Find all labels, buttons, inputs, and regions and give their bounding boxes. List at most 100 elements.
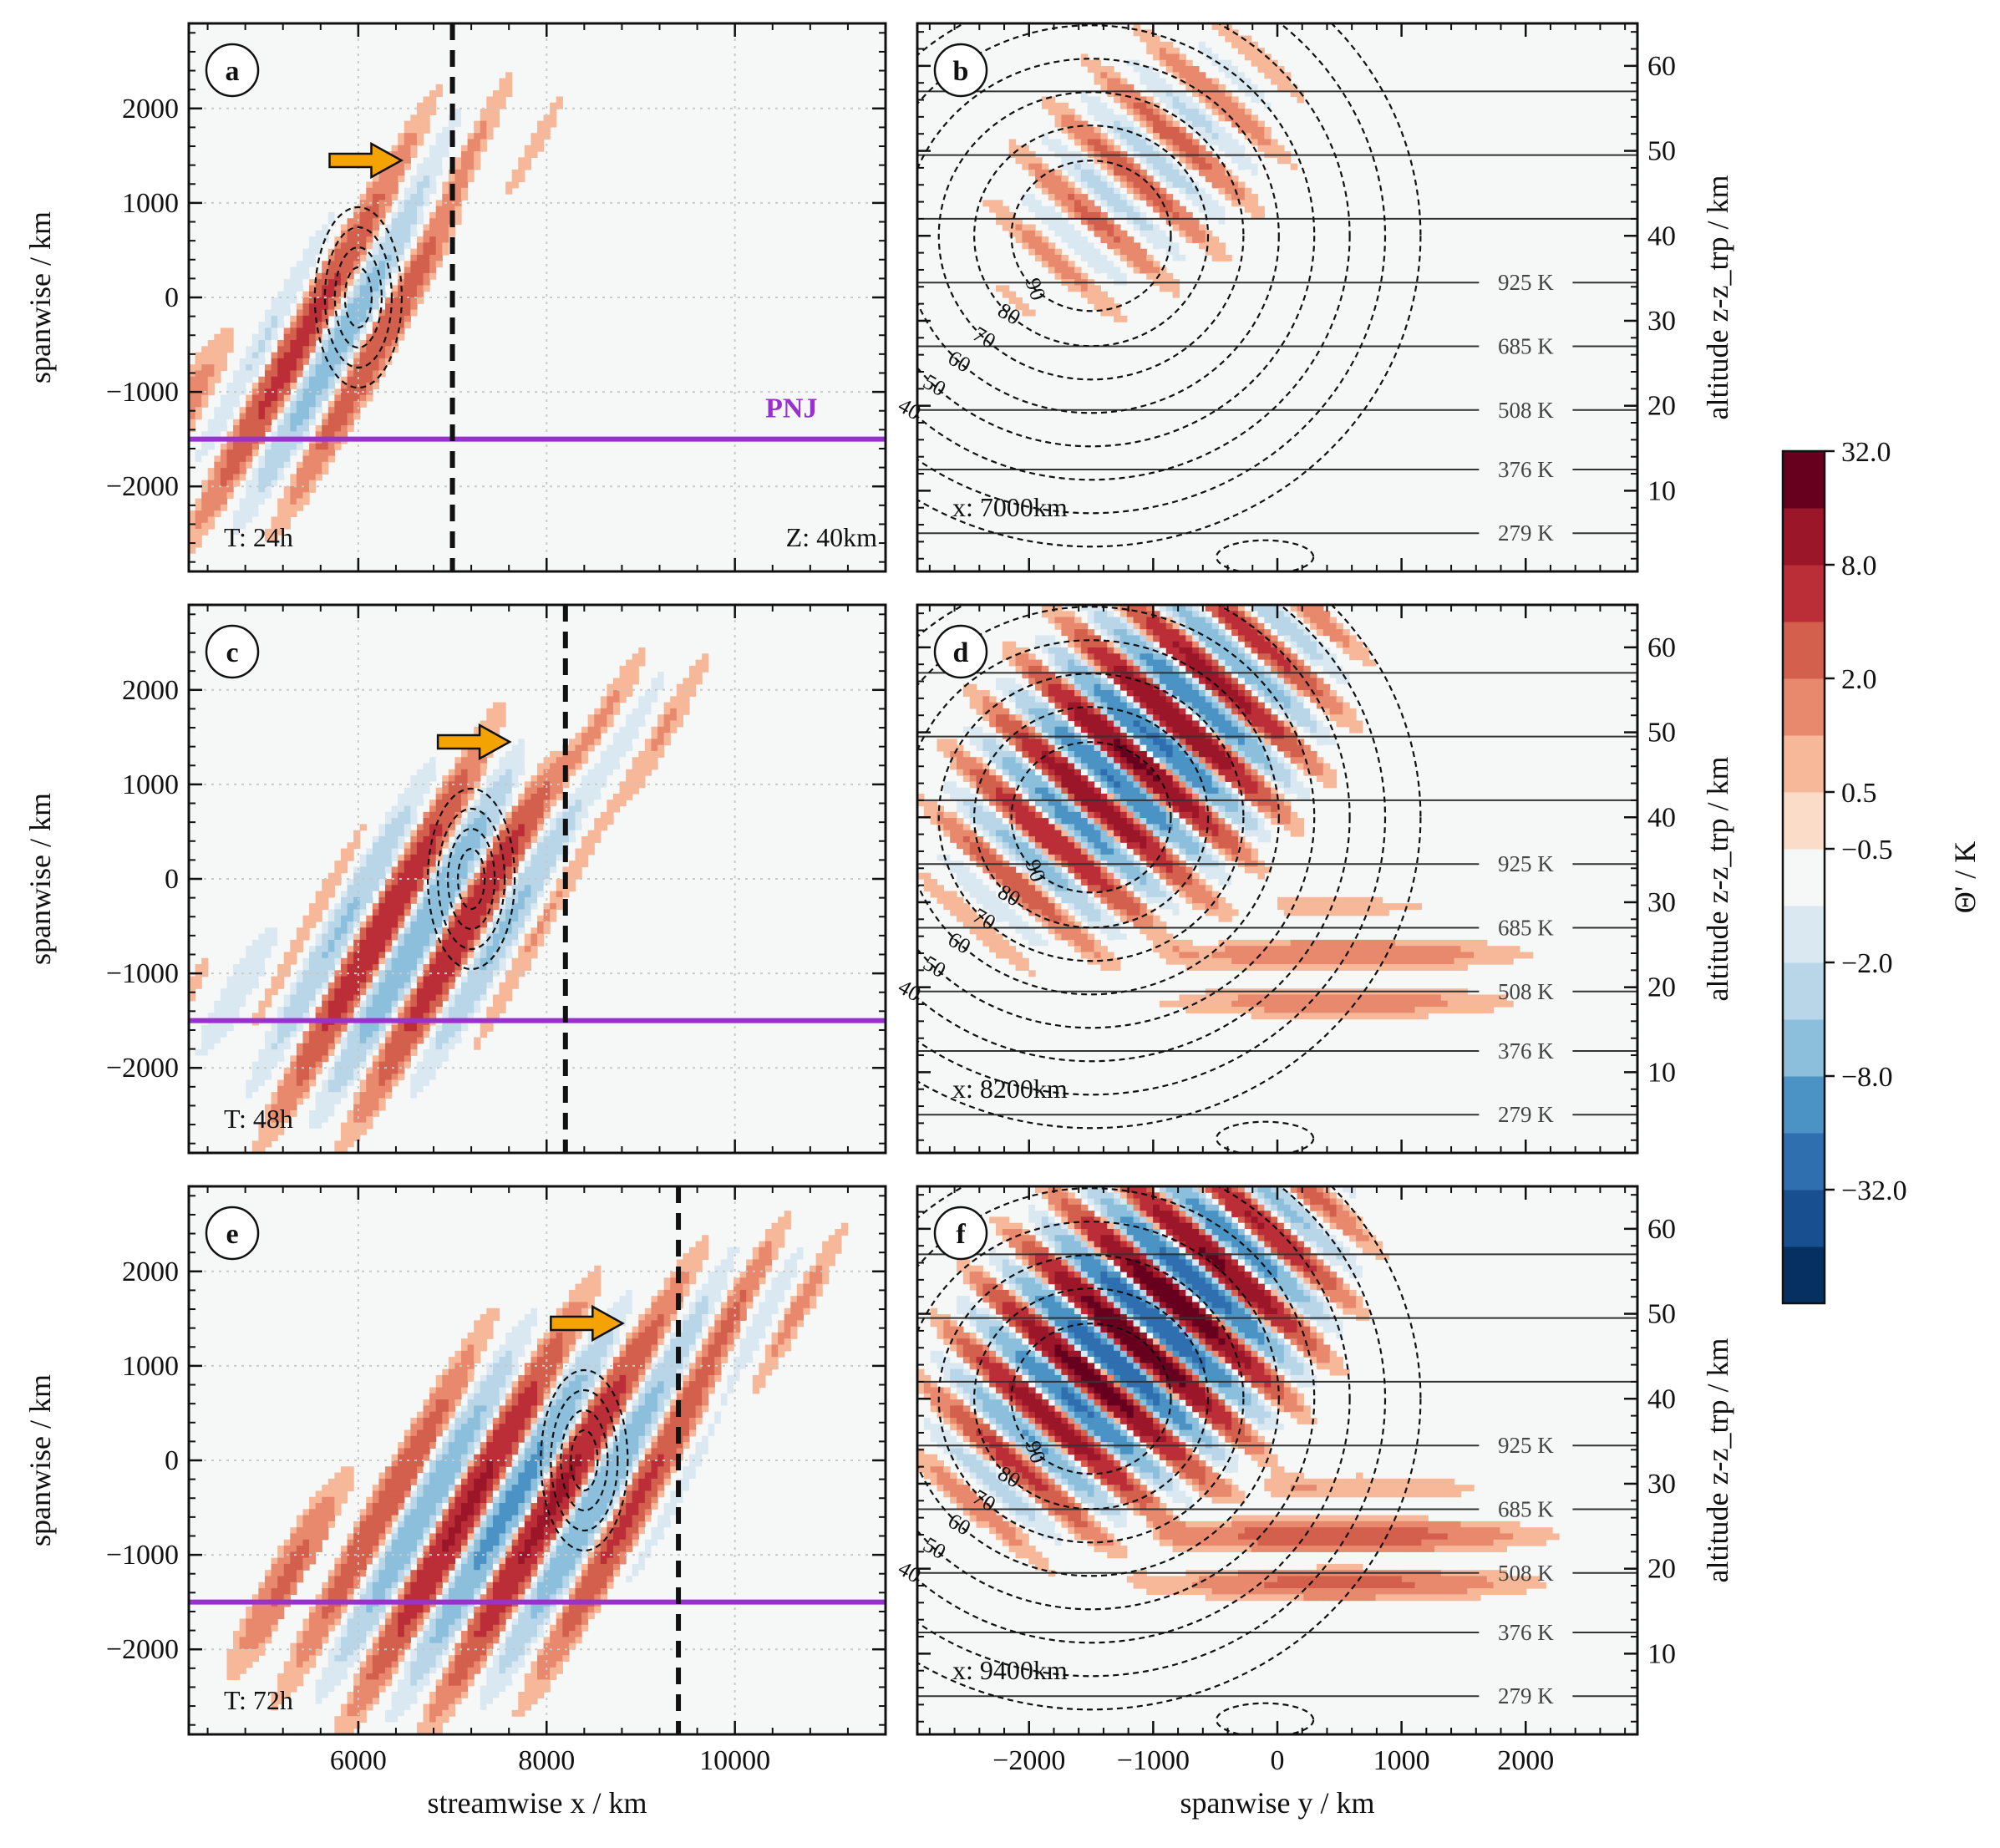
colorbar-tick-label: −8.0 <box>1841 1062 1893 1093</box>
y-tick-label: 40 <box>1647 802 1676 833</box>
y-tick-label: 0 <box>165 1445 179 1476</box>
panel-badge <box>933 1206 988 1261</box>
x-tick-label: 10000 <box>699 1745 770 1776</box>
vortex-contours <box>427 787 516 971</box>
y-tick-label: 10 <box>1647 475 1676 506</box>
panel-badge <box>933 43 988 98</box>
y-tick-label: 10 <box>1647 1638 1676 1669</box>
theta-anomaly-field <box>917 1186 1560 1729</box>
isentrope-label: 925 K <box>1498 270 1554 295</box>
y-tick-label: 20 <box>1647 391 1676 422</box>
colorbar: 32.0 8.0 2.0 0.5 −0.5 −2.0 −8.0 −32.0 Θ' / K <box>1781 437 1982 1305</box>
y-tick-label: 1000 <box>122 769 179 800</box>
panel-letter: b <box>953 56 969 87</box>
panel-letter: e <box>226 1219 238 1250</box>
x-tick-label: 2000 <box>1497 1745 1554 1776</box>
x-tick-label: −2000 <box>992 1745 1065 1776</box>
isentrope-label: 685 K <box>1498 915 1554 940</box>
colorbar-swatch <box>1783 1190 1825 1247</box>
colorbar-swatch <box>1783 792 1825 850</box>
y-tick-label: 30 <box>1647 887 1676 918</box>
y-tick-label: 2000 <box>122 675 179 706</box>
y-tick-label: 40 <box>1647 1383 1676 1414</box>
panel-e: T: 72h 6000 8000 10000 −2000 −1000 0 1000 2000 st… <box>23 1185 887 1820</box>
panel-letter: d <box>953 637 969 668</box>
x-tick-label: 8000 <box>518 1745 575 1776</box>
y-axis-label: spanwise / km <box>23 1374 57 1546</box>
colorbar-swatch <box>1783 678 1825 736</box>
lower-contour <box>1216 1702 1315 1734</box>
lower-contour <box>1216 1120 1315 1153</box>
isentrope-label: 685 K <box>1498 1496 1554 1521</box>
isentrope-label: 279 K <box>1498 1102 1554 1127</box>
y-tick-label: 50 <box>1647 136 1676 167</box>
level-label: Z: 40km <box>786 522 877 552</box>
wind-contours <box>917 1186 1422 1711</box>
colorbar-swatch <box>1783 962 1825 1020</box>
x-tick-label: 6000 <box>330 1745 387 1776</box>
y-tick-label: 1000 <box>122 188 179 219</box>
colorbar-swatch <box>1783 1246 1825 1304</box>
colorbar-swatch <box>1783 451 1825 509</box>
theta-anomaly-field <box>917 605 1534 1148</box>
x-axis-label: spanwise y / km <box>1180 1786 1375 1820</box>
y-tick-label: 50 <box>1647 718 1676 749</box>
section-label: x: 7000km <box>952 492 1068 522</box>
colorbar-tick-label: 0.5 <box>1841 778 1877 809</box>
colorbar-swatch <box>1783 508 1825 566</box>
panel-letter: f <box>956 1219 966 1250</box>
y-tick-label: 20 <box>1647 972 1676 1003</box>
isentrope-label: 376 K <box>1498 1038 1554 1064</box>
time-label: T: 24h <box>224 522 293 552</box>
y-tick-label: 50 <box>1647 1299 1676 1330</box>
vortex-contours <box>540 1368 629 1552</box>
y-tick-label: 30 <box>1647 1469 1676 1500</box>
vortex-contours <box>313 206 403 389</box>
y-tick-label: 30 <box>1647 306 1676 337</box>
y-tick-label: −1000 <box>106 377 179 408</box>
y-tick-label: −1000 <box>106 958 179 989</box>
colorbar-label: Θ' / K <box>1948 841 1982 913</box>
ticks <box>189 1186 886 1734</box>
y-tick-label: 0 <box>165 282 179 313</box>
y-tick-label: 10 <box>1647 1057 1676 1088</box>
y-axis-label: altitude z-z_trp / km <box>1701 175 1734 420</box>
colorbar-swatch <box>1783 1076 1825 1134</box>
y-tick-label: −2000 <box>106 1634 179 1665</box>
colorbar-swatch <box>1783 1019 1825 1077</box>
y-tick-label: 20 <box>1647 1554 1676 1585</box>
ticks <box>189 605 886 1153</box>
propagation-arrow-icon <box>550 1304 625 1343</box>
pnj-label: PNJ <box>765 393 817 424</box>
isentrope-label: 925 K <box>1498 1433 1554 1458</box>
wind-contours <box>917 605 1422 1130</box>
time-label: T: 48h <box>224 1104 293 1134</box>
isentrope-label: 376 K <box>1498 457 1554 482</box>
panel-a: PNJ T: 24h Z: 40km −2000 −1000 0 1000 2000 spanw… <box>23 22 887 573</box>
y-tick-label: −2000 <box>106 1053 179 1084</box>
panel-letter: c <box>226 637 238 668</box>
propagation-arrow-icon <box>436 723 512 761</box>
isentrope-label: 508 K <box>1498 1561 1554 1586</box>
y-tick-label: −2000 <box>106 471 179 502</box>
y-axis-label: altitude z-z_trp / km <box>1701 1338 1734 1583</box>
colorbar-swatch <box>1783 1133 1825 1191</box>
colorbar-tick-label: 32.0 <box>1841 437 1891 468</box>
y-tick-label: 2000 <box>122 1257 179 1287</box>
y-tick-label: 40 <box>1647 221 1676 251</box>
colorbar-tick-label: 2.0 <box>1841 664 1877 695</box>
y-tick-label: 1000 <box>122 1351 179 1382</box>
isentrope-label: 279 K <box>1498 520 1554 546</box>
colorbar-swatch <box>1783 622 1825 679</box>
panel-badge <box>205 43 260 98</box>
isentrope-label: 376 K <box>1498 1620 1554 1645</box>
ticks <box>189 23 886 571</box>
colorbar-tick-label: −0.5 <box>1841 835 1893 866</box>
isentrope-label: 685 K <box>1498 333 1554 358</box>
ticks <box>917 1186 1637 1734</box>
lower-contour <box>1216 539 1315 571</box>
isentrope-label: 508 K <box>1498 398 1554 423</box>
